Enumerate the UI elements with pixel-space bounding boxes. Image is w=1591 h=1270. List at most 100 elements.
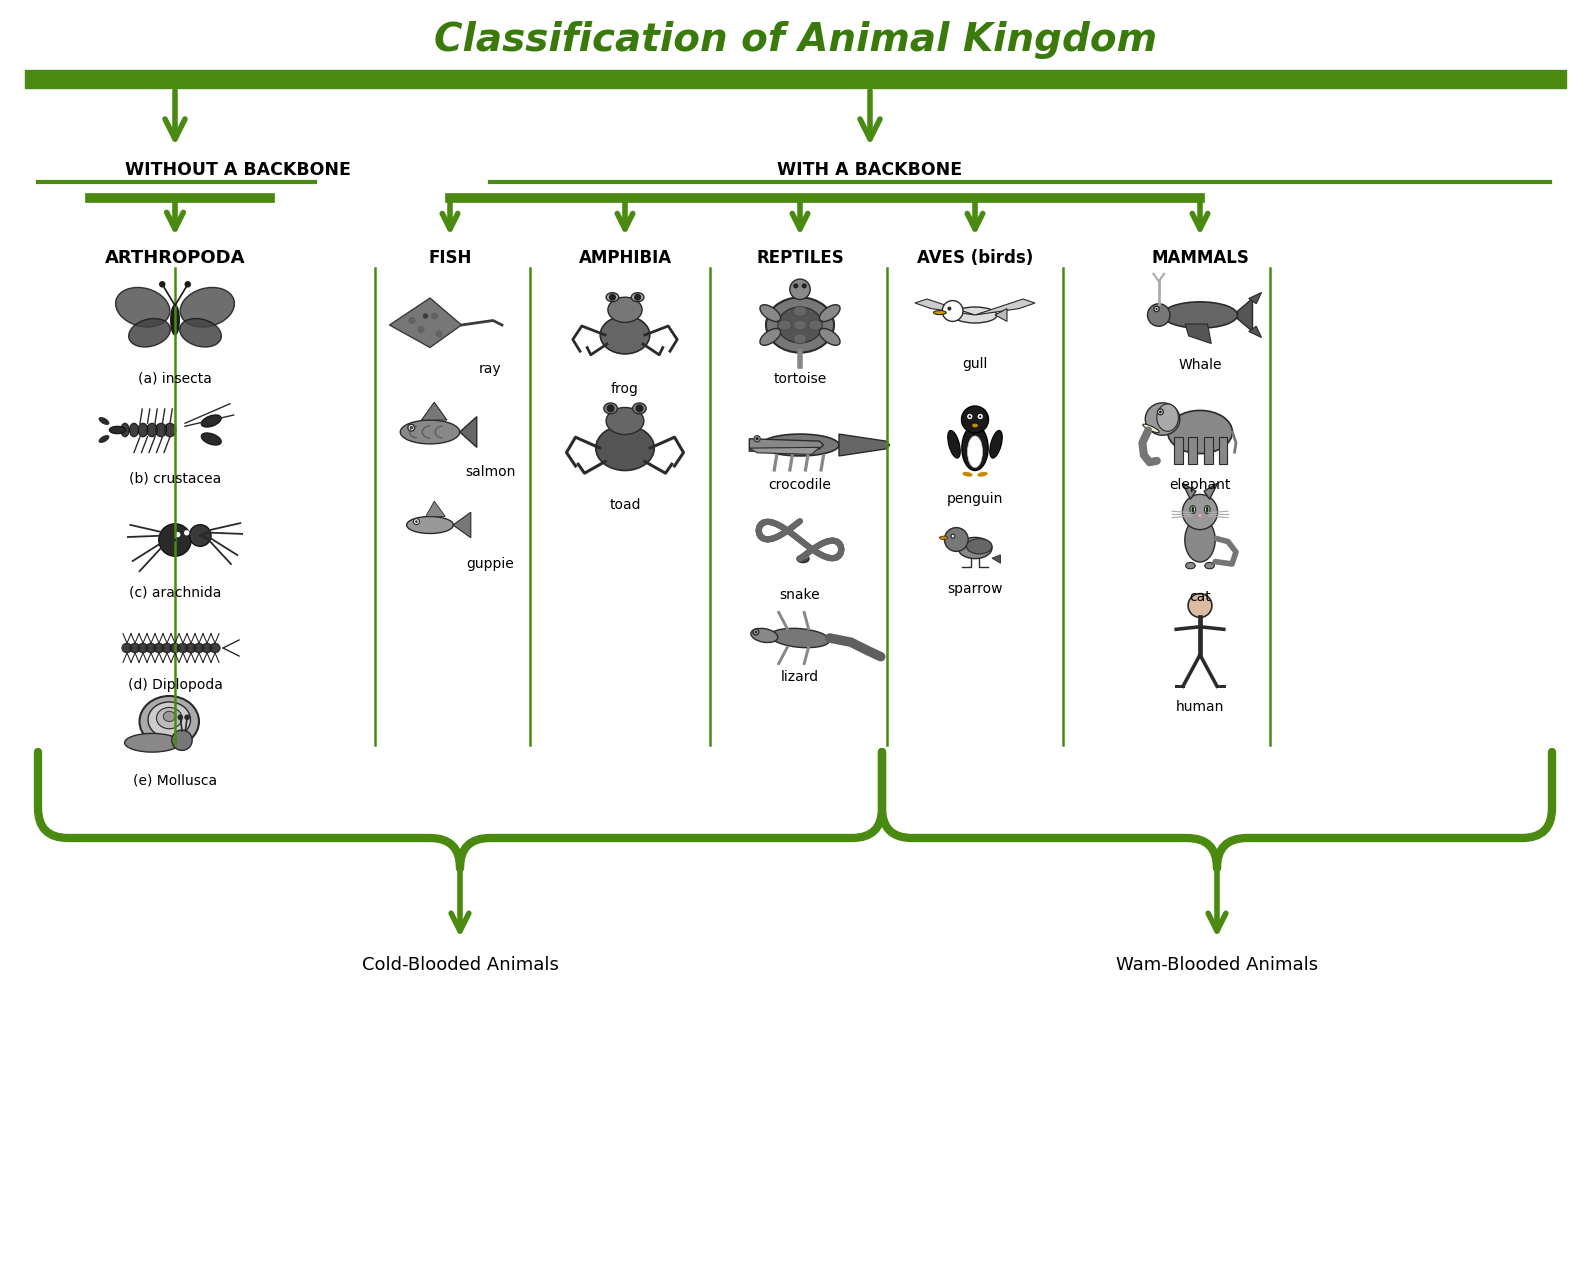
Circle shape [609,293,616,301]
Ellipse shape [1163,302,1238,328]
Ellipse shape [1206,507,1209,513]
Circle shape [175,532,180,537]
Ellipse shape [1146,403,1181,436]
Polygon shape [1204,483,1217,499]
Text: FISH: FISH [428,249,471,267]
Circle shape [172,730,193,751]
Text: WITHOUT A BACKBONE: WITHOUT A BACKBONE [126,161,352,179]
Ellipse shape [146,643,156,653]
Ellipse shape [200,415,221,427]
Polygon shape [1182,483,1196,499]
Text: (e) Mollusca: (e) Mollusca [134,773,216,787]
Text: REPTILES: REPTILES [756,249,843,267]
Ellipse shape [1157,404,1179,432]
Text: MAMMALS: MAMMALS [1150,249,1249,267]
Ellipse shape [794,320,807,330]
Ellipse shape [99,436,110,443]
Circle shape [978,415,982,418]
Ellipse shape [608,297,643,323]
Ellipse shape [121,423,129,437]
Polygon shape [460,417,477,447]
Circle shape [1188,593,1212,617]
Text: frog: frog [611,382,640,396]
Text: toad: toad [609,498,641,512]
Text: salmon: salmon [465,465,515,479]
Polygon shape [749,438,824,451]
Ellipse shape [794,334,807,344]
Ellipse shape [138,423,148,437]
Circle shape [409,318,415,324]
Ellipse shape [401,420,460,444]
Ellipse shape [99,417,110,425]
Ellipse shape [146,423,158,437]
Ellipse shape [819,329,840,345]
Circle shape [423,314,428,319]
Ellipse shape [794,306,807,316]
Ellipse shape [164,711,175,721]
Polygon shape [390,298,461,348]
Ellipse shape [140,696,199,747]
Circle shape [961,406,988,433]
Polygon shape [426,502,445,517]
Circle shape [1158,410,1161,413]
Ellipse shape [156,707,181,729]
Circle shape [789,279,810,300]
Ellipse shape [819,305,840,321]
Ellipse shape [1168,410,1233,453]
Text: (a) insecta: (a) insecta [138,372,212,386]
Ellipse shape [760,329,781,345]
Ellipse shape [765,297,834,353]
Circle shape [436,330,442,338]
Ellipse shape [156,423,167,437]
Circle shape [635,404,643,413]
Ellipse shape [194,643,204,653]
Circle shape [950,533,956,538]
Ellipse shape [1142,424,1160,433]
Ellipse shape [138,643,148,653]
Ellipse shape [760,434,838,456]
Ellipse shape [808,320,823,330]
Text: lizard: lizard [781,671,819,685]
Text: AMPHIBIA: AMPHIBIA [579,249,671,267]
Ellipse shape [770,629,829,648]
Circle shape [951,535,955,537]
Circle shape [947,306,951,311]
Text: elephant: elephant [1169,478,1231,491]
Circle shape [756,437,759,441]
Ellipse shape [595,425,654,470]
Polygon shape [1185,324,1211,343]
Circle shape [1158,409,1163,415]
Ellipse shape [110,427,126,434]
Text: sparrow: sparrow [947,582,1002,596]
Ellipse shape [200,433,221,444]
Ellipse shape [129,423,138,437]
Polygon shape [1198,514,1203,518]
Ellipse shape [632,292,644,302]
Ellipse shape [990,431,1002,458]
Text: WITH A BACKBONE: WITH A BACKBONE [778,161,963,179]
Text: (d) Diplopoda: (d) Diplopoda [127,678,223,692]
Circle shape [606,404,614,413]
Ellipse shape [797,555,808,563]
Circle shape [185,715,189,719]
Ellipse shape [967,436,983,467]
Ellipse shape [606,408,644,434]
Ellipse shape [958,537,993,559]
Circle shape [414,518,420,525]
Polygon shape [975,298,1036,315]
Ellipse shape [148,702,191,738]
Ellipse shape [1185,518,1216,563]
Circle shape [969,415,971,418]
Text: Classification of Animal Kingdom: Classification of Animal Kingdom [434,22,1157,58]
Ellipse shape [1204,505,1211,513]
Ellipse shape [948,431,961,458]
Ellipse shape [1204,563,1214,569]
Circle shape [803,555,808,559]
Circle shape [967,414,972,419]
Bar [1174,437,1182,465]
Ellipse shape [977,472,988,476]
Bar [1204,437,1212,465]
Circle shape [415,521,418,523]
Ellipse shape [124,733,180,752]
Ellipse shape [963,472,972,476]
